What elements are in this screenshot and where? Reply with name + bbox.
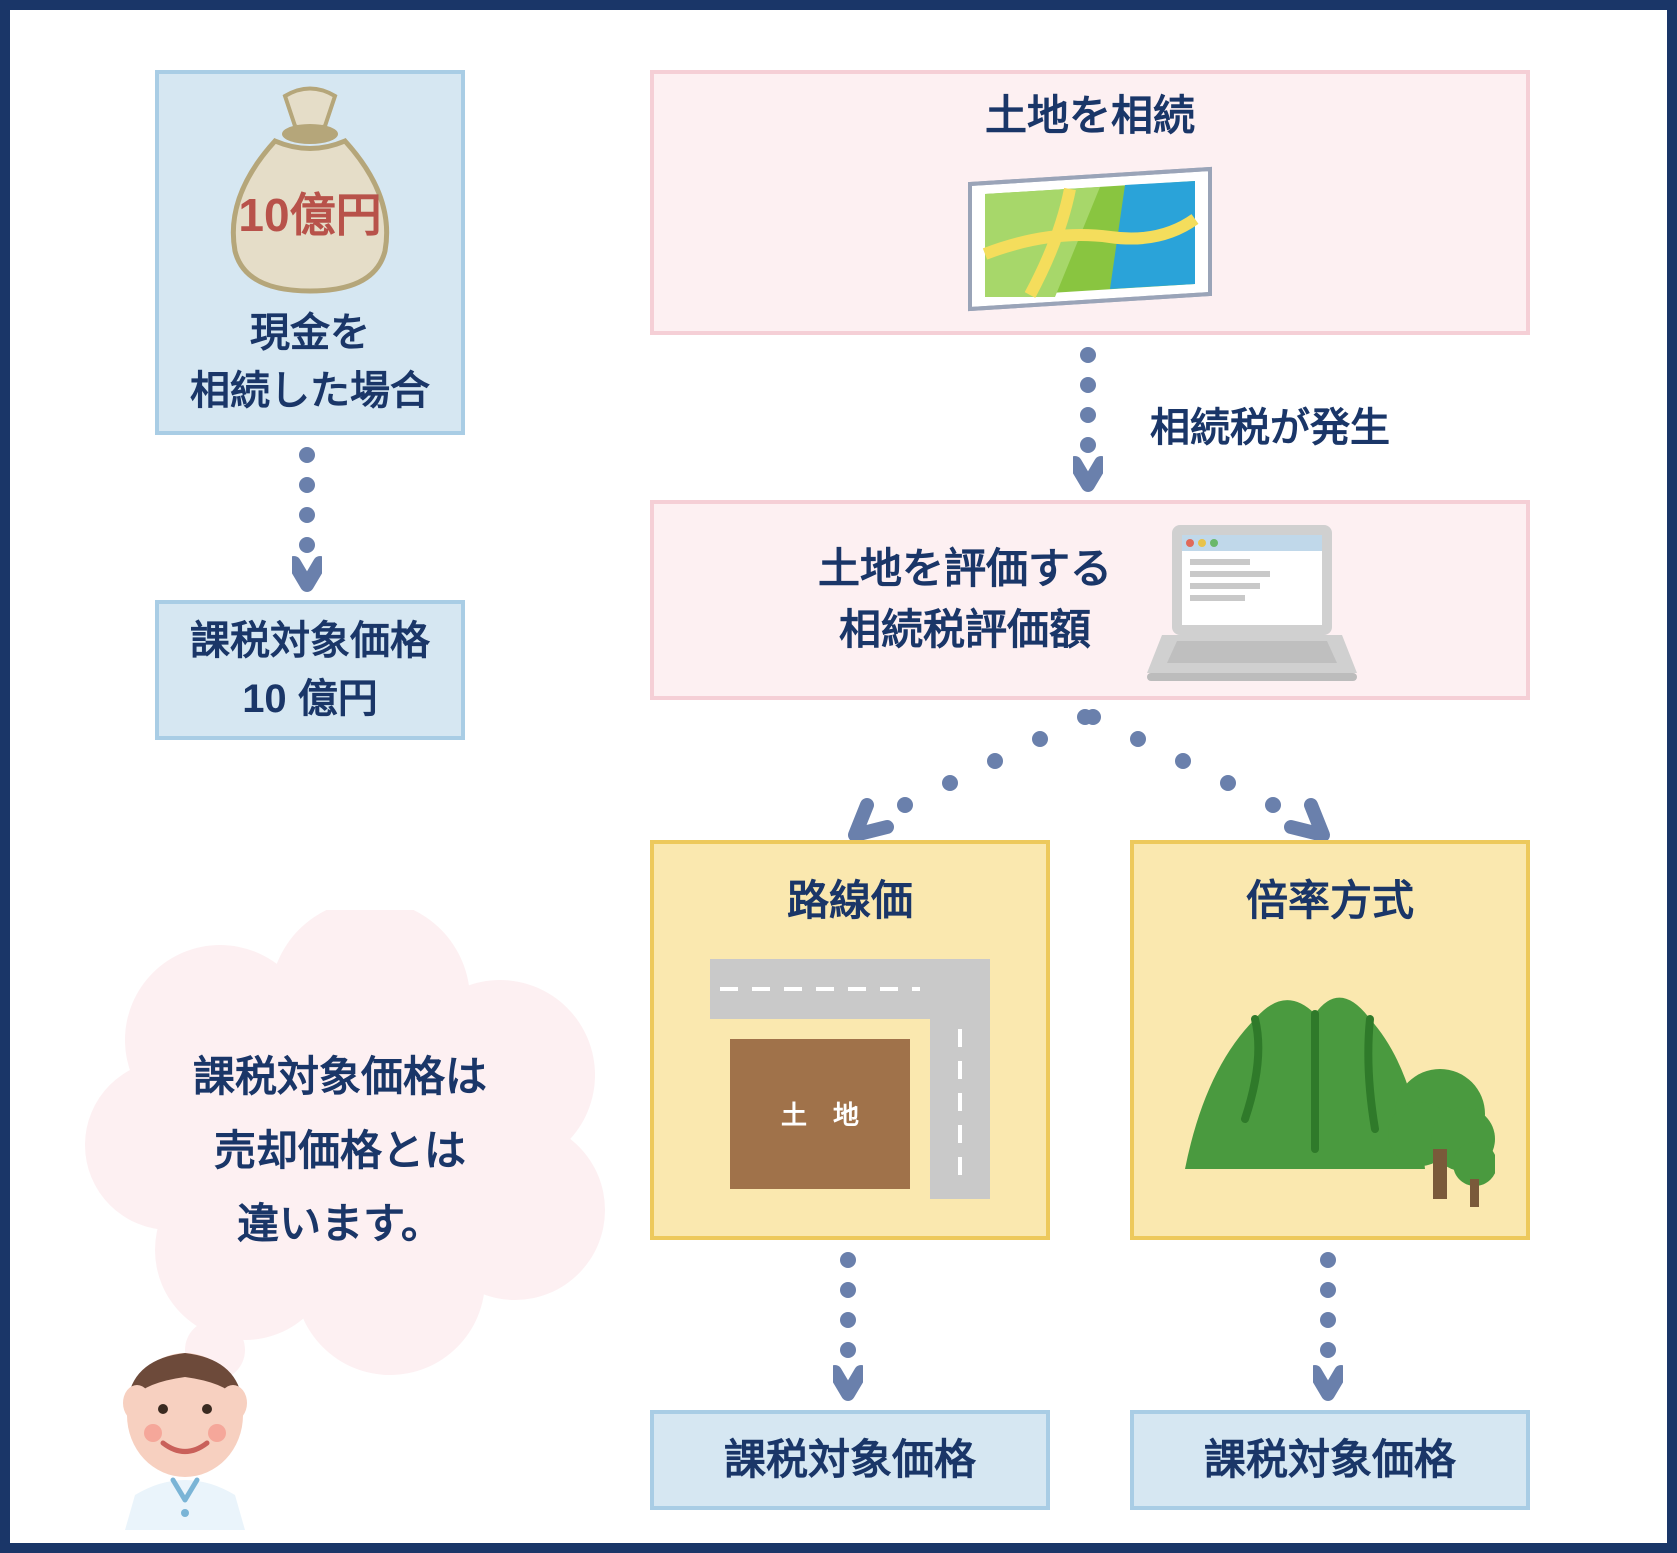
cash-line2: 相続した場合 (190, 362, 430, 420)
rosenka-land-icon: 土 地 (700, 949, 1000, 1209)
land-map-icon (960, 159, 1220, 319)
arrow-bairitsu-to-tax (1313, 1250, 1343, 1410)
cash-tax-line2: 10 億円 (242, 670, 378, 728)
person-icon (95, 1345, 275, 1530)
inherit-land-box: 土地を相続 (650, 70, 1530, 335)
bairitsu-title: 倍率方式 (1246, 871, 1414, 932)
bairitsu-box: 倍率方式 (1130, 840, 1530, 1240)
mountain-tree-icon (1165, 949, 1495, 1209)
cash-inherit-box: 10億円 現金を 相続した場合 (155, 70, 465, 435)
rosenka-land-label: 土 地 (781, 1100, 859, 1130)
cash-tax-box: 課税対象価格 10 億円 (155, 600, 465, 740)
money-bag-icon: 10億円 (215, 86, 405, 296)
rosenka-box: 路線価 土 地 (650, 840, 1050, 1240)
diagram-canvas: 10億円 現金を 相続した場合 課税対象価格 10 億円 (0, 0, 1677, 1553)
cash-tax-line1: 課税対象価格 (190, 612, 430, 670)
thought-cloud: 課税対象価格は 売却価格とは 違います。 (70, 910, 610, 1390)
cloud-line1: 課税対象価格は (70, 1040, 610, 1114)
cash-line1: 現金を (190, 304, 430, 362)
cloud-line3: 違います。 (70, 1187, 610, 1261)
inherit-land-title: 土地を相続 (985, 86, 1195, 147)
tax-box-right: 課税対象価格 (1130, 1410, 1530, 1510)
cloud-line2: 売却価格とは (70, 1114, 610, 1188)
rosenka-title: 路線価 (787, 871, 913, 932)
laptop-icon (1142, 515, 1362, 685)
evaluate-line2: 相続税評価額 (818, 600, 1112, 661)
money-bag-amount: 10億円 (238, 189, 381, 241)
arrow-split-right (1073, 705, 1353, 850)
evaluate-box: 土地を評価する 相続税評価額 (650, 500, 1530, 700)
tax-occurs-label: 相続税が発生 (1150, 395, 1390, 453)
tax-right-label: 課税対象価格 (1204, 1430, 1456, 1491)
arrow-split-left (825, 705, 1105, 850)
tax-box-left: 課税対象価格 (650, 1410, 1050, 1510)
arrow-rosenka-to-tax (833, 1250, 863, 1410)
evaluate-line1: 土地を評価する (818, 539, 1112, 600)
arrow-inherit-to-evaluate (1073, 345, 1103, 500)
arrow-cash-to-tax (292, 445, 322, 600)
tax-left-label: 課税対象価格 (724, 1430, 976, 1491)
